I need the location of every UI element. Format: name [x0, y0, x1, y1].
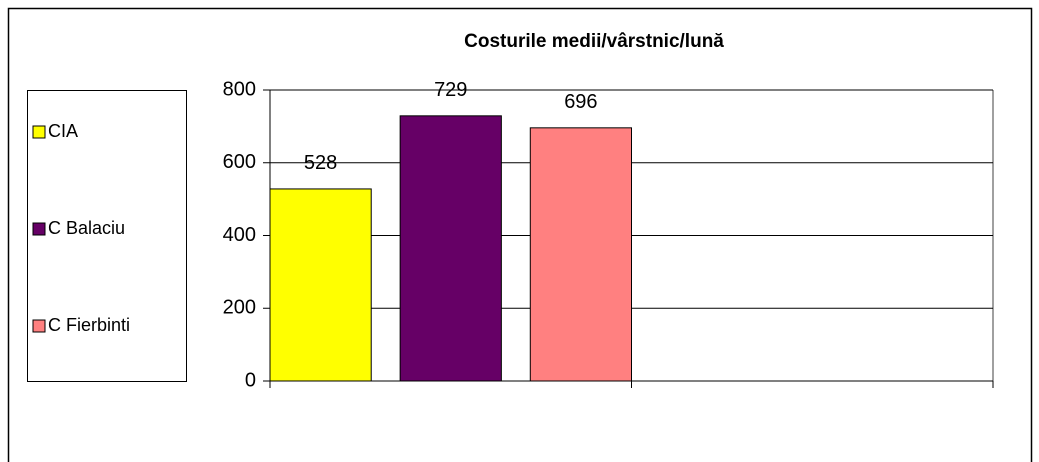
legend-label: C Balaciu [48, 218, 125, 238]
data-label: 729 [434, 79, 467, 101]
y-tick-label: 800 [223, 78, 256, 100]
y-tick-label: 200 [223, 297, 256, 319]
legend-label: CIA [48, 121, 78, 141]
data-label: 696 [564, 91, 597, 113]
y-tick-label: 400 [223, 224, 256, 246]
bar [529, 127, 633, 382]
legend-swatch [32, 125, 46, 139]
bar [269, 188, 372, 382]
chart-title: Costurile medii/vârstnic/lună [464, 31, 724, 52]
y-tick-label: 600 [223, 151, 256, 173]
y-tick-label: 0 [245, 369, 256, 391]
legend-swatch [32, 319, 46, 333]
legend-swatch [32, 222, 46, 236]
data-label: 528 [304, 152, 337, 174]
bar [399, 115, 502, 382]
legend-box [27, 90, 187, 382]
legend-label: C Fierbinti [48, 315, 130, 335]
